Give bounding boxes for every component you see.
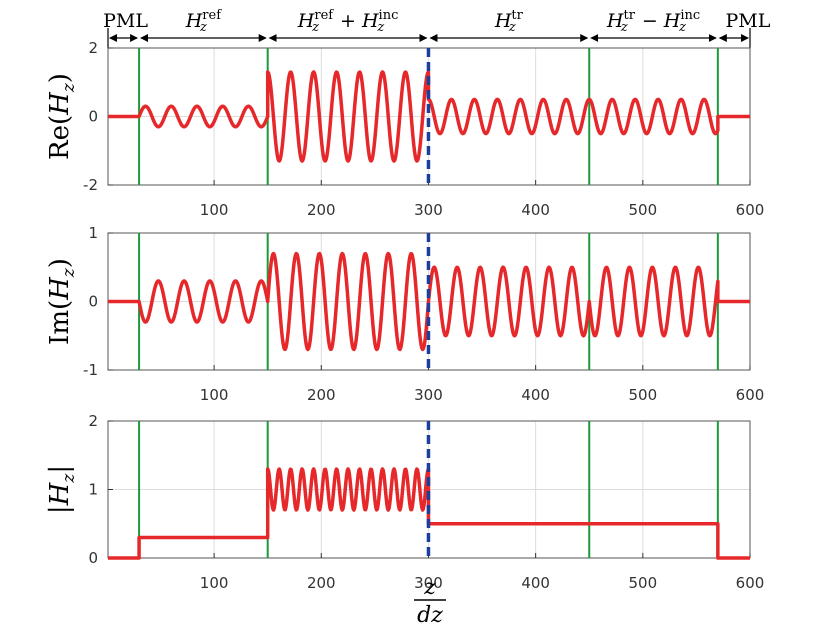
- y-tick-label: 1: [88, 224, 98, 242]
- x-tick-label: 400: [521, 386, 550, 404]
- x-axis-label: z dz: [414, 575, 446, 626]
- x-tick-label: 100: [200, 574, 229, 592]
- y-tick-label: 0: [88, 549, 98, 567]
- panel-3: 100 200 300 400 500 600 0 1 2 |Hz|: [45, 412, 764, 592]
- x-tick-label: 500: [629, 201, 658, 219]
- x-tick-label: 200: [307, 574, 336, 592]
- x-tick-label: 600: [736, 574, 765, 592]
- x-tick-label: 300: [414, 386, 443, 404]
- x-axis-label-numerator: z: [423, 575, 436, 600]
- region-label-PML-right: PML: [725, 10, 770, 32]
- region-label-transmitted: Htr z: [494, 8, 524, 35]
- y-tick-label: -1: [83, 361, 98, 379]
- x-tick-label: 100: [200, 386, 229, 404]
- region-header: PML Href z Href z + Hinc z Htr z Htr z − Hinc z PML: [103, 8, 771, 48]
- x-tick-label: 600: [736, 201, 765, 219]
- x-tick-label: 100: [200, 201, 229, 219]
- x-tick-label: 300: [414, 201, 443, 219]
- y-tick-label: 0: [88, 293, 98, 311]
- y-axis-label: Im(Hz): [45, 258, 79, 345]
- y-tick-label: 2: [88, 39, 98, 57]
- x-tick-label: 300: [414, 574, 443, 592]
- x-tick-label: 200: [307, 201, 336, 219]
- y-tick-label: 2: [88, 412, 98, 430]
- field-curve: [108, 467, 750, 560]
- region-label-reflected: Href z: [185, 8, 222, 35]
- region-label-PML: PML: [103, 10, 148, 32]
- field-curve: [108, 251, 750, 352]
- y-tick-label: 0: [88, 108, 98, 126]
- x-tick-label: 600: [736, 386, 765, 404]
- field-curve: [108, 70, 750, 163]
- x-axis-label-denominator: dz: [417, 603, 443, 626]
- x-tick-label: 400: [521, 574, 550, 592]
- y-tick-label: 1: [88, 481, 98, 499]
- panel-2: 100 200 300 400 500 600 -1 0 1 Im(Hz): [45, 224, 764, 404]
- x-tick-label: 500: [629, 574, 658, 592]
- region-label-scattered: Htr z − Hinc z: [606, 8, 700, 35]
- x-tick-label: 200: [307, 386, 336, 404]
- y-axis-label: Re(Hz): [45, 73, 79, 160]
- y-tick-label: -2: [83, 176, 98, 194]
- y-axis-label: |Hz|: [45, 465, 79, 514]
- x-tick-label: 400: [521, 201, 550, 219]
- region-label-total: Href z + Hinc z: [297, 8, 399, 35]
- panel-1: 100 200 300 400 500 600 -2 0 2 Re(Hz): [45, 39, 764, 219]
- x-tick-label: 500: [629, 386, 658, 404]
